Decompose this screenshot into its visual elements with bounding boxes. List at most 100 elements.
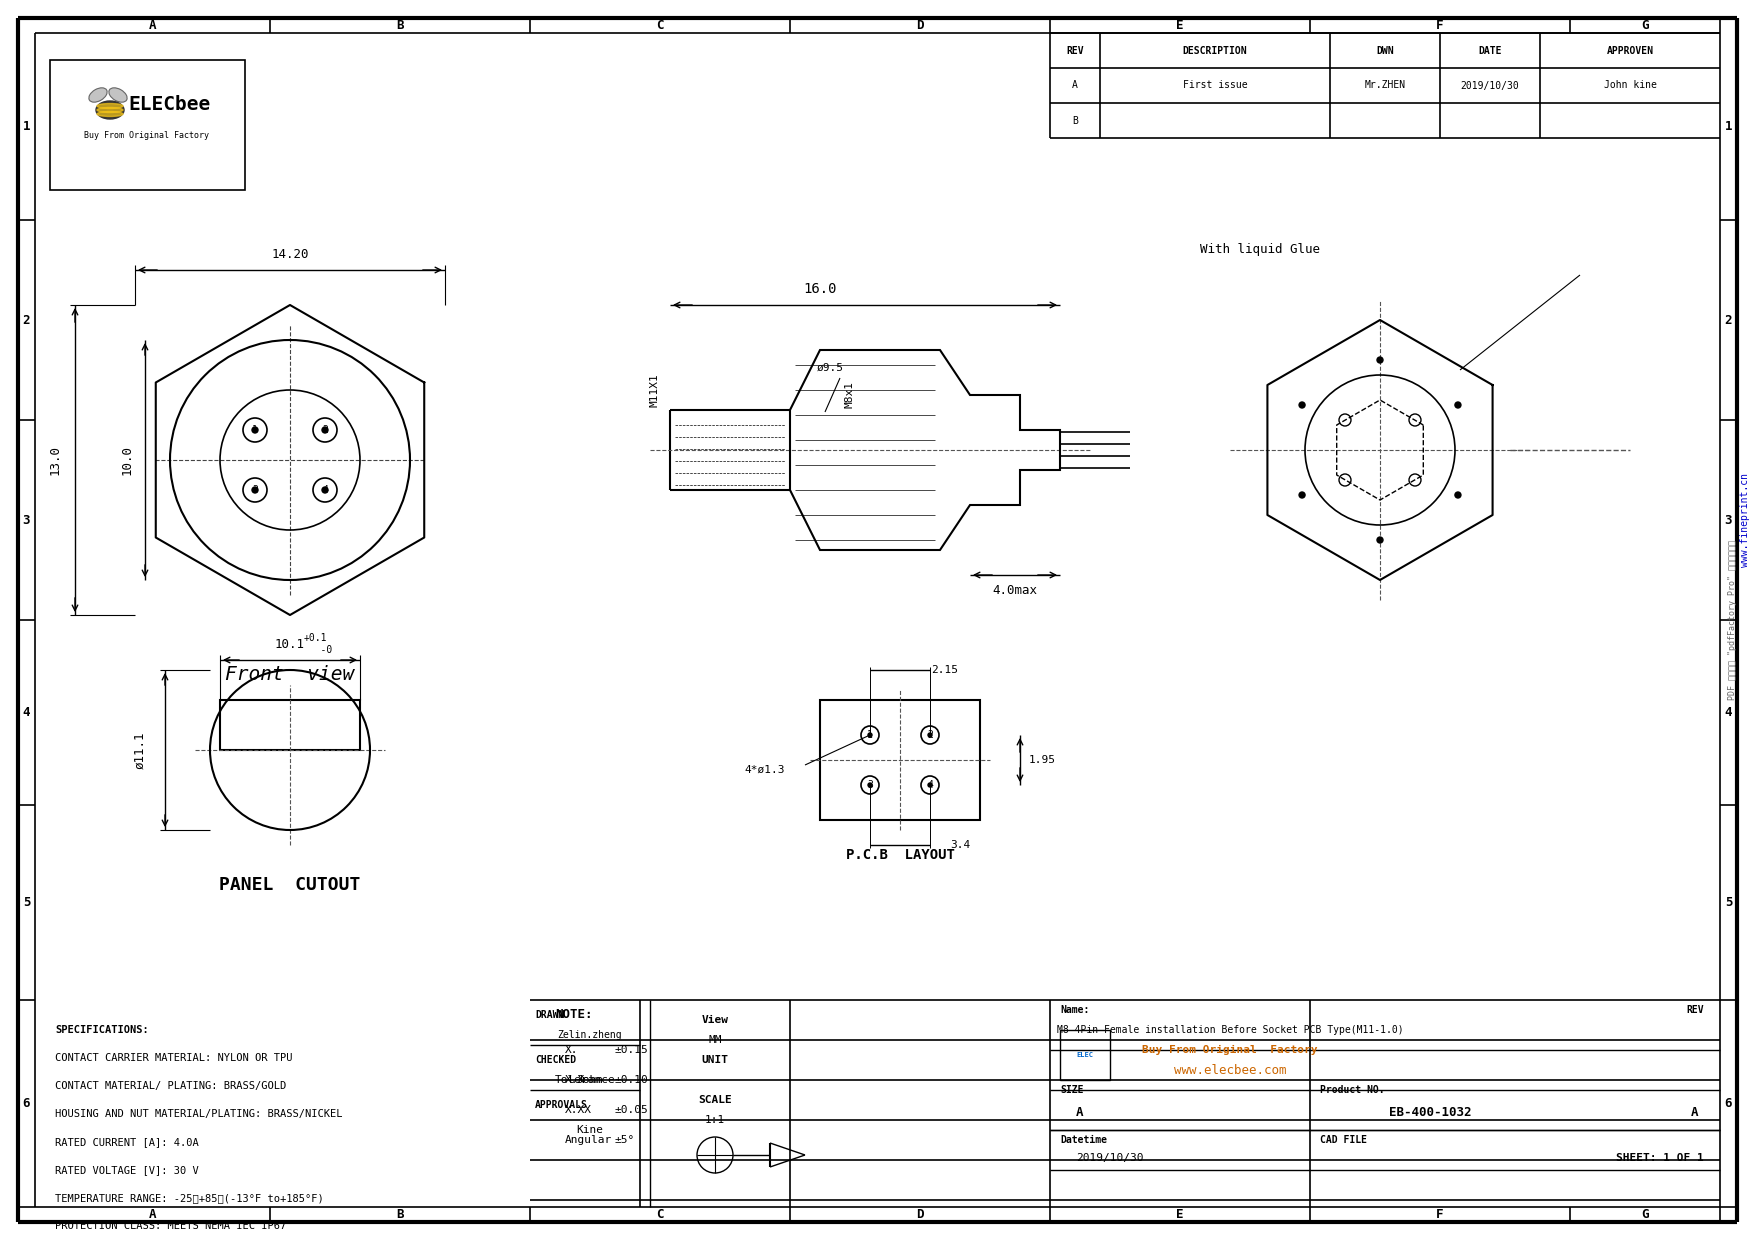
Text: X.: X. — [565, 1045, 579, 1055]
Text: DRAWN: DRAWN — [535, 1011, 565, 1021]
Text: HOUSING AND NUT MATERIAL/PLATING: BRASS/NICKEL: HOUSING AND NUT MATERIAL/PLATING: BRASS/… — [54, 1109, 342, 1118]
Circle shape — [1455, 492, 1460, 498]
Circle shape — [1299, 492, 1306, 498]
Text: ELECbee: ELECbee — [128, 95, 211, 114]
Text: B: B — [397, 19, 404, 32]
Text: 2019/10/30: 2019/10/30 — [1460, 81, 1520, 91]
Text: C: C — [656, 1208, 663, 1221]
Text: 2019/10/30: 2019/10/30 — [1076, 1153, 1144, 1163]
Text: Datetime: Datetime — [1060, 1135, 1107, 1145]
Text: 1: 1 — [1725, 120, 1732, 133]
Text: 1: 1 — [23, 120, 30, 133]
Text: 1.95: 1.95 — [1028, 755, 1055, 765]
Text: Zelin.zheng: Zelin.zheng — [558, 1030, 623, 1040]
Text: RATED CURRENT [A]: 4.0A: RATED CURRENT [A]: 4.0A — [54, 1137, 198, 1147]
Text: 10.0: 10.0 — [121, 445, 133, 475]
Text: +0.1: +0.1 — [304, 632, 326, 644]
Text: 3: 3 — [253, 485, 258, 495]
Text: F: F — [1436, 19, 1444, 32]
Bar — [1060, 1030, 1109, 1080]
Text: C: C — [656, 19, 663, 32]
Text: Angular: Angular — [565, 1135, 612, 1145]
Circle shape — [253, 487, 258, 494]
Text: E: E — [1176, 19, 1185, 32]
Text: ø11.1: ø11.1 — [133, 732, 146, 769]
Text: CAD FILE: CAD FILE — [1320, 1135, 1367, 1145]
Text: PANEL  CUTOUT: PANEL CUTOUT — [219, 875, 362, 894]
Text: 3: 3 — [1725, 513, 1732, 527]
Text: SIZE: SIZE — [1060, 1085, 1083, 1095]
Ellipse shape — [90, 88, 107, 102]
Text: M8 4Pin Female installation Before Socket PCB Type(M11-1.0): M8 4Pin Female installation Before Socke… — [1057, 1025, 1404, 1035]
Text: 4: 4 — [323, 485, 328, 495]
Text: 2: 2 — [927, 730, 934, 740]
Text: ELEC: ELEC — [1076, 1052, 1093, 1058]
Text: PROTECTION CLASS: MEETS NEMA IEC IP67: PROTECTION CLASS: MEETS NEMA IEC IP67 — [54, 1221, 286, 1231]
Text: CHECKED: CHECKED — [535, 1055, 576, 1065]
Text: D: D — [916, 19, 923, 32]
Text: 4: 4 — [927, 780, 934, 790]
Text: Tolerance: Tolerance — [555, 1075, 616, 1085]
Text: 14.20: 14.20 — [272, 248, 309, 260]
Text: ±0.10: ±0.10 — [614, 1075, 649, 1085]
Text: A: A — [149, 19, 156, 32]
Text: 16.0: 16.0 — [804, 281, 837, 296]
Text: G: G — [1641, 19, 1648, 32]
Text: ±5°: ±5° — [614, 1135, 635, 1145]
Text: DWN: DWN — [1376, 46, 1393, 56]
Text: PDF 文件使用 "pdfFactory Pro" 试用版本创建: PDF 文件使用 "pdfFactory Pro" 试用版本创建 — [1729, 539, 1737, 701]
Text: ø9.5: ø9.5 — [816, 363, 844, 373]
Text: 6: 6 — [1725, 1097, 1732, 1110]
Circle shape — [1378, 537, 1383, 543]
Text: E: E — [1176, 1208, 1185, 1221]
Text: SHEET: 1 OF 1: SHEET: 1 OF 1 — [1616, 1153, 1704, 1163]
Text: www.elecbee.com: www.elecbee.com — [1174, 1064, 1286, 1076]
Text: UNIT: UNIT — [702, 1055, 728, 1065]
Text: 4*ø1.3: 4*ø1.3 — [744, 765, 784, 775]
Text: 2: 2 — [23, 314, 30, 326]
Text: B: B — [1072, 115, 1078, 125]
Text: DATE: DATE — [1478, 46, 1502, 56]
Text: F: F — [1436, 1208, 1444, 1221]
Text: REV: REV — [1067, 46, 1085, 56]
Text: D: D — [916, 1208, 923, 1221]
Text: 13.0: 13.0 — [49, 445, 61, 475]
Ellipse shape — [109, 88, 126, 102]
Text: CONTACT MATERIAL/ PLATING: BRASS/GOLD: CONTACT MATERIAL/ PLATING: BRASS/GOLD — [54, 1081, 286, 1091]
Text: 4.0max: 4.0max — [993, 584, 1037, 598]
Circle shape — [869, 733, 872, 737]
Circle shape — [253, 427, 258, 433]
Text: 5: 5 — [23, 897, 30, 909]
Text: NOTE:: NOTE: — [555, 1008, 593, 1022]
Text: Product NO.: Product NO. — [1320, 1085, 1385, 1095]
Text: REV: REV — [1687, 1004, 1704, 1016]
Text: 1: 1 — [867, 730, 872, 740]
Text: B: B — [397, 1208, 404, 1221]
Text: ±0.05: ±0.05 — [614, 1105, 649, 1115]
Circle shape — [869, 782, 872, 787]
Text: G: G — [1641, 1208, 1648, 1221]
Text: X.XX: X.XX — [565, 1105, 591, 1115]
Bar — [219, 701, 360, 750]
Text: APPROVEN: APPROVEN — [1606, 46, 1653, 56]
Text: 3: 3 — [867, 780, 872, 790]
Text: A: A — [1072, 81, 1078, 91]
Text: APPROVALS: APPROVALS — [535, 1100, 588, 1110]
Text: Mr.ZHEN: Mr.ZHEN — [1364, 81, 1406, 91]
Circle shape — [928, 733, 932, 737]
Text: RATED VOLTAGE [V]: 30 V: RATED VOLTAGE [V]: 30 V — [54, 1166, 198, 1176]
Text: MM: MM — [709, 1035, 721, 1045]
Circle shape — [928, 782, 932, 787]
Bar — [820, 701, 979, 820]
Text: A: A — [1076, 1106, 1085, 1118]
Text: Kine: Kine — [576, 1125, 604, 1135]
Text: First issue: First issue — [1183, 81, 1248, 91]
Text: SPECIFICATIONS:: SPECIFICATIONS: — [54, 1025, 149, 1035]
Text: 1:1: 1:1 — [706, 1115, 725, 1125]
Circle shape — [1378, 357, 1383, 363]
Text: www.fineprint.cn: www.fineprint.cn — [1739, 472, 1750, 567]
Bar — [49, 60, 246, 190]
Text: DESCRIPTION: DESCRIPTION — [1183, 46, 1248, 56]
Text: SCALE: SCALE — [698, 1095, 732, 1105]
Ellipse shape — [97, 112, 123, 117]
